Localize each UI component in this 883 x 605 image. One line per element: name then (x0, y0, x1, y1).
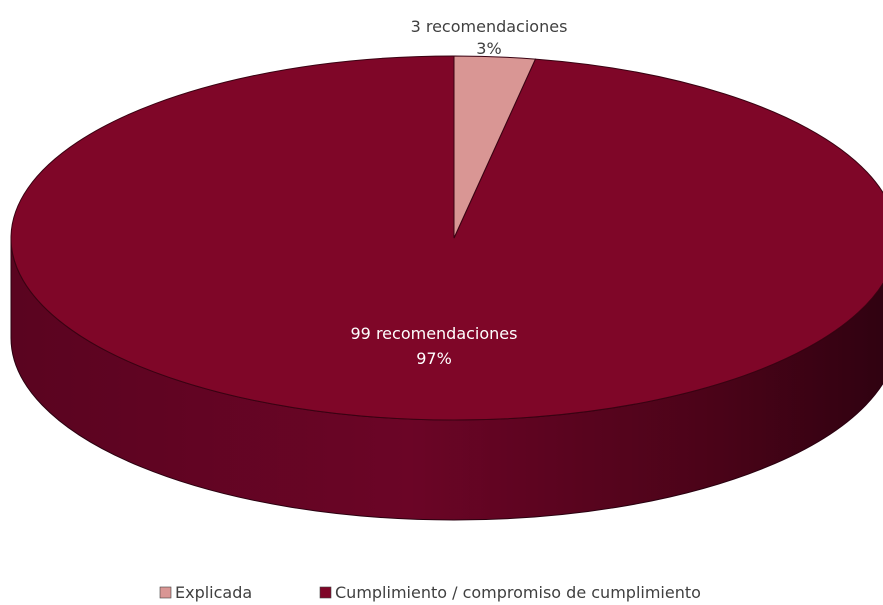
data-label-cumplimiento-percent: 97% (416, 349, 452, 368)
data-label-explicada-count: 3 recomendaciones (411, 17, 568, 36)
legend-swatch-explicada (159, 586, 172, 599)
data-label-cumplimiento-count: 99 recomendaciones (351, 324, 518, 343)
legend: Explicada Cumplimiento / compromiso de c… (159, 583, 701, 602)
legend-label-explicada: Explicada (175, 583, 252, 602)
legend-swatch-cumplimiento (319, 586, 332, 599)
pie-slice-cumplimiento (10, 55, 883, 421)
legend-label-cumplimiento: Cumplimiento / compromiso de cumplimient… (335, 583, 701, 602)
pie-slice-explicada (453, 55, 537, 239)
data-label-explicada-percent: 3% (476, 39, 501, 58)
